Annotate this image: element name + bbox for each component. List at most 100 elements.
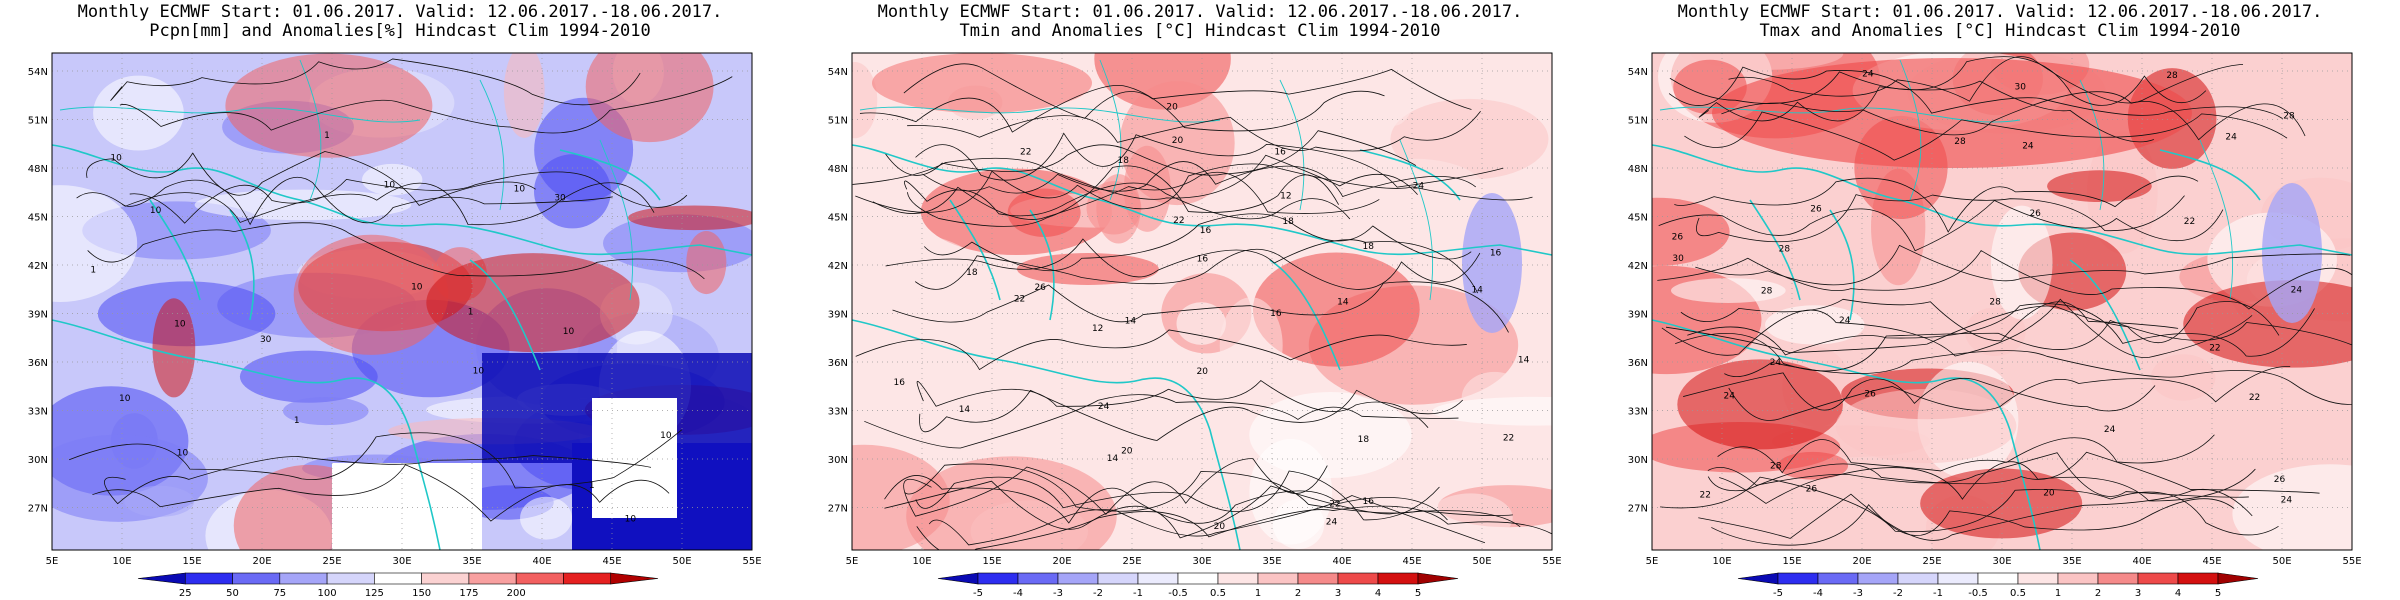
contour-label: 1 [324, 131, 330, 141]
contour-label: 16 [1197, 255, 1209, 265]
longitude-label: 20E [252, 556, 271, 567]
colorbar-segment [1297, 572, 1339, 585]
contour-label: 30 [260, 335, 272, 345]
contour-label: 24 [1724, 392, 1736, 402]
colorbar-tick-label: 150 [412, 588, 431, 599]
contour-label: 24 [2281, 496, 2293, 506]
shading-blob [1252, 252, 1420, 367]
contour-label: 12 [1280, 192, 1291, 202]
colorbar-segment [2177, 572, 2219, 585]
contour-line [69, 429, 683, 489]
latitude-label: 33N [1628, 407, 1648, 418]
contour-line [86, 151, 536, 206]
colorbar-tick-label: 5 [1415, 588, 1421, 599]
contour-label: 22 [1020, 148, 1031, 158]
contour-line [1711, 498, 2235, 546]
colorbar-arrow-right [1417, 572, 1459, 585]
latitude-label: 42N [828, 261, 848, 272]
contour-line [915, 132, 1504, 188]
contour-label: 30 [1672, 254, 1684, 264]
latitude-label: 27N [828, 504, 848, 515]
contour-label: 26 [1864, 389, 1876, 399]
colorbar-segment [374, 572, 422, 585]
coastline [51, 144, 753, 551]
longitude-label: 55E [1542, 556, 1561, 567]
colorbar-tick-label: 1 [1255, 588, 1261, 599]
contour-label: 28 [1770, 461, 1782, 471]
contour-label: 22 [1329, 500, 1340, 510]
contour-line [864, 394, 1459, 449]
latitude-label: 45N [28, 213, 48, 224]
contour-line [907, 165, 1339, 227]
contour-line [122, 177, 613, 226]
colorbar-segment [468, 572, 517, 585]
longitude-label: 40E [1332, 556, 1351, 567]
latitude-label: 54N [28, 67, 48, 78]
shading-blob [124, 485, 195, 517]
contour-label: 24 [2022, 141, 2034, 151]
colorbar-tick-label: 100 [318, 588, 337, 599]
colorbar-tick-label: -4 [1013, 588, 1023, 599]
contour-label: 24 [1098, 402, 1110, 412]
latitude-label: 30N [828, 455, 848, 466]
colorbar-arrow-left [1737, 572, 1779, 585]
contour-label: 30 [554, 193, 566, 203]
shading-blob [2047, 170, 2152, 203]
contour-label: 10 [150, 206, 162, 216]
longitude-label: 35E [1262, 556, 1281, 567]
latitude-label: 54N [1628, 67, 1648, 78]
panel-title-line1: Monthly ECMWF Start: 01.06.2017. Valid: … [1677, 2, 2323, 22]
colorbar-segment [1377, 572, 1419, 585]
map-frame [851, 52, 1553, 551]
latitude-label: 36N [1628, 358, 1648, 369]
contour-line [1669, 56, 2207, 106]
colorbar-tick-label: 25 [179, 588, 192, 599]
colorbar-segment [1817, 572, 1859, 585]
contour-label: 14 [1471, 286, 1483, 296]
contour-label: 18 [1358, 435, 1370, 445]
contour-label: 18 [1282, 217, 1294, 227]
contour-label: 28 [1761, 286, 1773, 296]
longitude-label: 15E [182, 556, 201, 567]
longitude-label: 5E [46, 556, 59, 567]
contour-line [1728, 56, 2244, 104]
contour-label: 10 [514, 184, 526, 194]
shading-blob [2150, 354, 2216, 401]
longitude-label: 40E [532, 556, 551, 567]
latitude-label: 42N [1628, 261, 1648, 272]
colorbar-tick-label: 0.5 [1210, 588, 1226, 599]
colorbar-segment [2097, 572, 2139, 585]
colorbar-tick-label: 50 [226, 588, 239, 599]
shading-blob [1427, 493, 1513, 543]
colorbar-tick-label: 3 [2135, 588, 2141, 599]
contour-label: 22 [1503, 433, 1514, 443]
shading-blob [520, 496, 573, 540]
contour-label: 16 [1200, 226, 1212, 236]
tmax-panel: Monthly ECMWF Start: 01.06.2017. Valid: … [1600, 0, 2400, 600]
contour-line [1680, 298, 2179, 342]
colorbar-tick-label: 75 [273, 588, 286, 599]
latitude-label: 27N [1628, 504, 1648, 515]
contour-label: 22 [2209, 344, 2220, 354]
colorbar-tick-label: -3 [1853, 588, 1863, 599]
longitude-label: 5E [846, 556, 859, 567]
longitude-label: 30E [1192, 556, 1211, 567]
colorbar-tick-label: -0.5 [1168, 588, 1188, 599]
contour-label: 20 [1121, 447, 1133, 457]
contour-label: 30 [2015, 82, 2027, 92]
contour-line [852, 154, 1418, 200]
precip-map: 54N 51N 48N 45N 42N 39N 36N 33N 30N 27N 5E 10E 15E 20… [28, 52, 762, 599]
contour-line [916, 505, 1552, 550]
longitude-label: 20E [1052, 556, 1071, 567]
latitude-label: 45N [828, 213, 848, 224]
colorbar-tick-label: 4 [2175, 588, 2181, 599]
contour-line [914, 248, 1481, 290]
colorbar-segment [1777, 572, 1819, 585]
colorbar-tick-label: 5 [2215, 588, 2221, 599]
contour-label: 24 [1770, 358, 1782, 368]
longitude-label: 45E [602, 556, 621, 567]
contour-line [110, 58, 641, 106]
contour-label: 26 [1672, 232, 1684, 242]
contour-line [922, 161, 1477, 198]
